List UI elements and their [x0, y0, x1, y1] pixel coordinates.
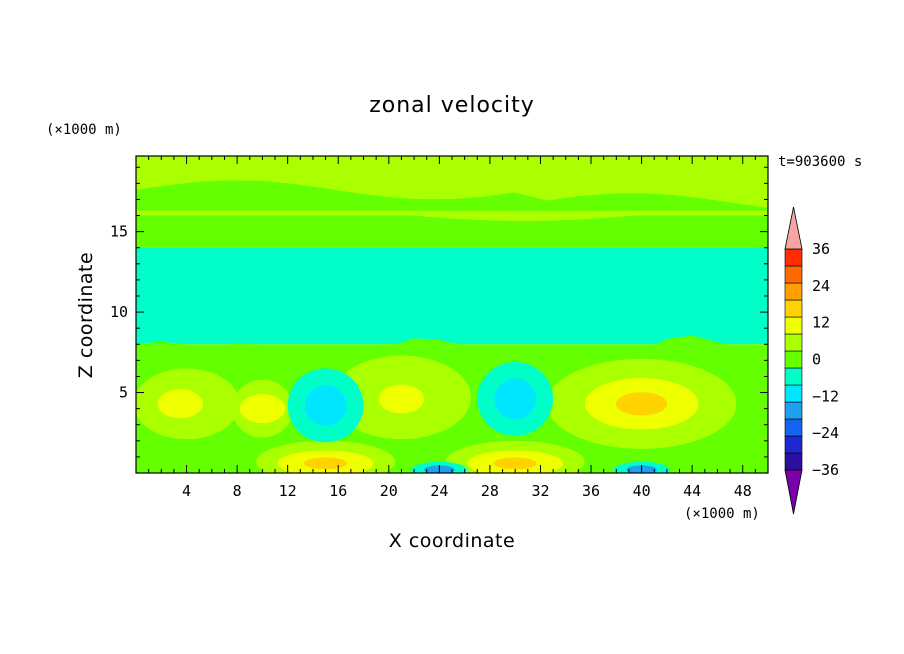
cold-core-0 [305, 385, 347, 426]
colorbar-box-2 [785, 419, 802, 436]
x-axis-label: X coordinate [389, 530, 515, 552]
y-tick-label-1: 10 [110, 303, 128, 321]
time-label: t=903600 s [778, 154, 862, 170]
band-2 [136, 248, 768, 345]
x-tick-label-11: 48 [734, 482, 752, 500]
colorbar-box-3 [785, 402, 802, 419]
y-axis-label: Z coordinate [75, 252, 97, 378]
cold-core-1 [494, 379, 536, 420]
x-tick-label-5: 24 [430, 482, 448, 500]
warm-peak-5 [494, 458, 537, 470]
x-tick-label-9: 40 [633, 482, 651, 500]
x-axis-unit: (×1000 m) [684, 506, 760, 522]
colorbar-label-5: −24 [812, 424, 839, 442]
colorbar-over-triangle [785, 207, 802, 249]
x-tick-label-4: 20 [380, 482, 398, 500]
warm-peak-4 [304, 458, 347, 470]
colorbar-box-7 [785, 334, 802, 351]
colorbar: 36 24 12 0 −12 −24 −36 [785, 207, 839, 514]
colorbar-box-0 [785, 453, 802, 470]
colorbar-box-11 [785, 266, 802, 283]
colorbar-box-8 [785, 317, 802, 334]
chart-title: zonal velocity [369, 93, 535, 118]
warm-core-0 [157, 389, 203, 418]
y-axis-unit: (×1000 m) [46, 122, 122, 138]
colorbar-label-4: −12 [812, 387, 839, 405]
x-tick-label-1: 8 [233, 482, 242, 500]
colorbar-box-12 [785, 249, 802, 266]
x-tick-label-10: 44 [683, 482, 701, 500]
colorbar-label-2: 12 [812, 314, 830, 332]
colorbar-box-10 [785, 283, 802, 300]
x-tick-label-0: 4 [182, 482, 191, 500]
x-tick-label-3: 16 [329, 482, 347, 500]
warm-core-1 [240, 394, 286, 423]
warm-peak-3 [616, 392, 667, 415]
y-tick-label-2: 15 [110, 223, 128, 241]
colorbar-box-4 [785, 385, 802, 402]
colorbar-box-9 [785, 300, 802, 317]
colorbar-label-1: 24 [812, 277, 830, 295]
colorbar-under-triangle [785, 470, 802, 514]
warm-core-2 [379, 384, 425, 413]
y-tick-label-0: 5 [119, 384, 128, 402]
colorbar-label-0: 36 [812, 240, 830, 258]
x-tick-label-7: 32 [531, 482, 549, 500]
colorbar-box-5 [785, 368, 802, 385]
contour-field [133, 156, 768, 483]
x-tick-label-2: 12 [279, 482, 297, 500]
colorbar-label-3: 0 [812, 351, 821, 369]
x-tick-label-8: 36 [582, 482, 600, 500]
colorbar-box-6 [785, 351, 802, 368]
colorbar-box-1 [785, 436, 802, 453]
band-1 [136, 216, 768, 248]
colorbar-label-6: −36 [812, 461, 839, 479]
x-tick-label-6: 28 [481, 482, 499, 500]
